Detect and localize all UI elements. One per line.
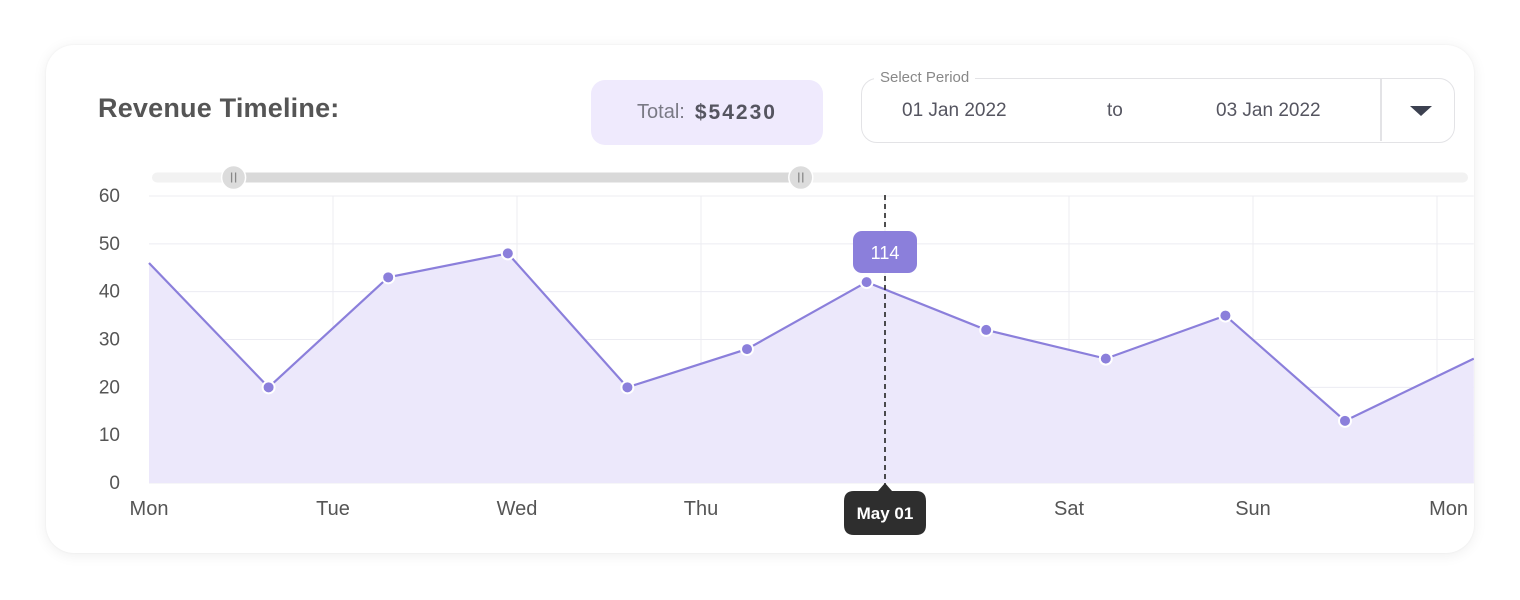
period-legend: Select Period xyxy=(874,69,976,86)
data-point xyxy=(1338,413,1352,428)
y-tick-label: 60 xyxy=(99,186,120,207)
x-marker-label: May 01 xyxy=(844,483,926,535)
revenue-chart: 0 10 20 30 40 50 60 114 Mon Tue Wed Thu Sat Sun Mon … xyxy=(99,164,1474,535)
x-tick-label: Mon xyxy=(1429,498,1468,520)
chart-title: Revenue Timeline: xyxy=(98,93,340,123)
total-badge: Total: $54230 xyxy=(591,80,823,145)
grip-icon xyxy=(788,164,814,191)
series-points xyxy=(261,246,1352,428)
total-value: $54230 xyxy=(694,100,777,124)
period-selector[interactable]: Select Period 01 Jan 2022 to 03 Jan 2022 xyxy=(861,69,1455,143)
x-tick-label: Sun xyxy=(1235,498,1271,520)
data-point xyxy=(1098,351,1113,366)
data-point xyxy=(620,380,635,395)
y-tick-label: 0 xyxy=(109,473,120,494)
series-area xyxy=(149,253,1474,483)
period-start-date[interactable]: 01 Jan 2022 xyxy=(902,100,1007,121)
period-end-date[interactable]: 03 Jan 2022 xyxy=(1216,100,1321,121)
revenue-timeline-card: Revenue Timeline: Total: $54230 Select P… xyxy=(46,45,1474,553)
data-point xyxy=(1218,308,1233,323)
data-point xyxy=(261,380,276,395)
data-point xyxy=(979,322,994,337)
data-point xyxy=(859,275,874,290)
x-tick-label: Thu xyxy=(684,498,718,520)
y-tick-label: 10 xyxy=(99,425,120,446)
tooltip-value: 114 xyxy=(871,243,900,263)
x-tick-label: Wed xyxy=(497,498,538,520)
y-tick-label: 20 xyxy=(99,377,120,398)
y-tick-label: 30 xyxy=(99,330,120,351)
series-line xyxy=(148,252,1474,423)
value-tooltip: 114 xyxy=(853,231,917,273)
slider-selected-range xyxy=(233,172,801,183)
tooltip-box xyxy=(853,231,917,273)
period-dropdown-button[interactable] xyxy=(1382,79,1454,141)
period-divider xyxy=(1380,79,1382,141)
range-slider[interactable] xyxy=(152,164,1468,191)
x-tick-label: Tue xyxy=(316,498,350,520)
x-marker-text: May 01 xyxy=(857,504,914,523)
grip-icon xyxy=(220,164,247,191)
y-tick-label: 50 xyxy=(99,234,120,255)
slider-handle-end[interactable] xyxy=(788,164,814,191)
x-marker-box xyxy=(844,483,926,535)
y-tick-label: 40 xyxy=(99,282,120,303)
data-point xyxy=(500,246,515,261)
data-point xyxy=(740,342,754,357)
slider-handle-start[interactable] xyxy=(220,164,247,191)
x-axis: Mon Tue Wed Thu Sat Sun Mon xyxy=(130,498,1468,520)
x-tick-label: Mon xyxy=(130,498,169,520)
total-label: Total: xyxy=(637,101,685,123)
caret-down-icon xyxy=(1410,106,1432,116)
data-point xyxy=(381,270,396,285)
period-separator: to xyxy=(1107,100,1123,121)
y-axis: 0 10 20 30 40 50 60 xyxy=(99,186,120,494)
x-tick-label: Sat xyxy=(1054,498,1084,520)
